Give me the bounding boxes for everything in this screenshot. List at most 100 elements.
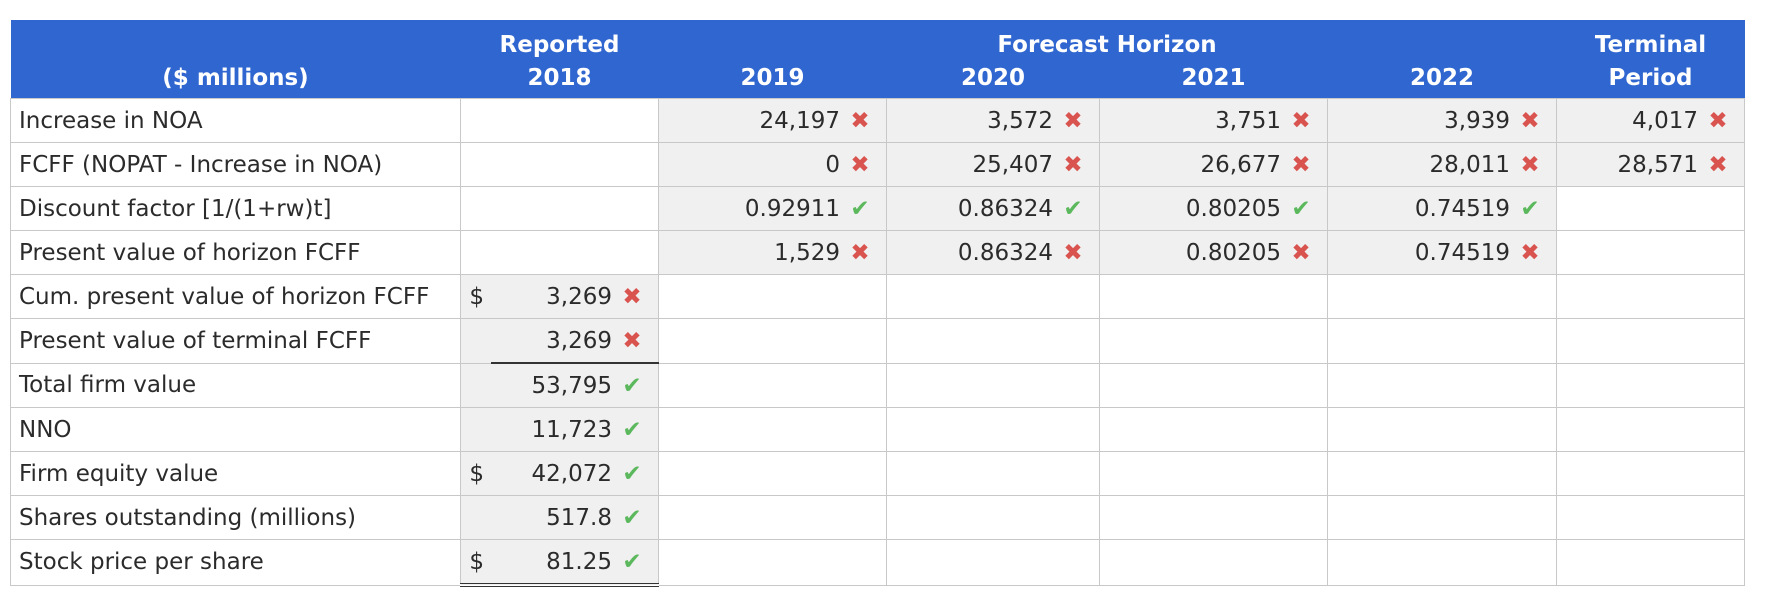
forecast-cell-2022[interactable]: 3,939 ✖ bbox=[1327, 98, 1558, 143]
cross-icon: ✖ bbox=[850, 151, 870, 178]
empty-cell bbox=[658, 451, 888, 496]
reported-cell[interactable]: 11,723 ✔ bbox=[490, 407, 660, 452]
header-blank-2019 bbox=[658, 20, 887, 58]
row-label: Present value of horizon FCFF bbox=[10, 230, 461, 275]
empty-cell bbox=[1556, 318, 1746, 364]
reported-cell[interactable]: 3,269 ✖ bbox=[490, 274, 660, 319]
empty-cell bbox=[1099, 362, 1329, 408]
check-icon: ✔ bbox=[622, 504, 642, 531]
header-year-2020: 2020 bbox=[886, 58, 1100, 99]
cross-icon: ✖ bbox=[1063, 107, 1083, 134]
empty-cell bbox=[658, 274, 888, 319]
empty-cell bbox=[1556, 539, 1746, 586]
empty-cell bbox=[886, 274, 1101, 319]
reported-cell[interactable]: 517.8 ✔ bbox=[490, 495, 660, 540]
header-terminal-bottom: Period bbox=[1556, 58, 1745, 99]
table-row: NNO 11,723 ✔ bbox=[10, 407, 1746, 452]
cell-value: 0.92911 bbox=[744, 195, 841, 222]
check-icon: ✔ bbox=[622, 460, 642, 487]
cell-value: 0.74519 bbox=[1414, 239, 1511, 266]
cross-icon: ✖ bbox=[622, 283, 642, 310]
terminal-cell[interactable] bbox=[1556, 230, 1746, 275]
forecast-cell-2021[interactable]: 0.80205 ✖ bbox=[1099, 230, 1329, 275]
empty-cell bbox=[1327, 539, 1558, 586]
table-row: Cum. present value of horizon FCFF $3,269… bbox=[10, 274, 1746, 319]
terminal-cell[interactable] bbox=[1556, 186, 1746, 231]
reported-cell[interactable]: 81.25 ✔ bbox=[490, 539, 660, 587]
dollar-sign bbox=[460, 318, 491, 364]
cell-value: 0.74519 bbox=[1414, 195, 1511, 222]
reported-cell[interactable] bbox=[490, 98, 660, 143]
forecast-cell-2022[interactable]: 0.74519 ✖ bbox=[1327, 230, 1558, 275]
forecast-cell-2020[interactable]: 0.86324 ✔ bbox=[886, 186, 1101, 231]
cell-value: 25,407 bbox=[972, 151, 1054, 178]
forecast-cell-2021[interactable]: 0.80205 ✔ bbox=[1099, 186, 1329, 231]
cross-icon: ✖ bbox=[1520, 107, 1540, 134]
cell-value: 1,529 bbox=[774, 239, 841, 266]
empty-cell bbox=[1556, 451, 1746, 496]
row-label: Shares outstanding (millions) bbox=[10, 495, 461, 540]
empty-cell bbox=[1099, 495, 1329, 540]
reported-cell[interactable]: 53,795 ✔ bbox=[490, 362, 660, 408]
check-icon: ✔ bbox=[622, 548, 642, 575]
empty-cell bbox=[1327, 451, 1558, 496]
row-label: Firm equity value bbox=[10, 451, 461, 496]
empty-cell bbox=[1327, 407, 1558, 452]
cross-icon: ✖ bbox=[1291, 107, 1311, 134]
empty-cell bbox=[658, 407, 888, 452]
dollar-sign bbox=[460, 98, 491, 143]
reported-cell[interactable] bbox=[490, 186, 660, 231]
empty-cell bbox=[1327, 274, 1558, 319]
reported-cell[interactable]: 3,269 ✖ bbox=[490, 318, 660, 364]
cell-value: 517.8 bbox=[546, 504, 613, 531]
row-label: NNO bbox=[10, 407, 461, 452]
forecast-cell-2020[interactable]: 0.86324 ✖ bbox=[886, 230, 1101, 275]
row-label: Present value of terminal FCFF bbox=[10, 318, 461, 364]
reported-cell[interactable]: 42,072 ✔ bbox=[490, 451, 660, 496]
empty-cell bbox=[658, 539, 888, 586]
cross-icon: ✖ bbox=[1291, 151, 1311, 178]
forecast-cell-2019[interactable]: 1,529 ✖ bbox=[658, 230, 888, 275]
forecast-cell-2019[interactable]: 0 ✖ bbox=[658, 142, 888, 187]
forecast-cell-2021[interactable]: 26,677 ✖ bbox=[1099, 142, 1329, 187]
table-row: Shares outstanding (millions) 517.8 ✔ bbox=[10, 495, 1746, 540]
forecast-cell-2022[interactable]: 28,011 ✖ bbox=[1327, 142, 1558, 187]
cell-value: 53,795 bbox=[531, 372, 613, 399]
cross-icon: ✖ bbox=[850, 107, 870, 134]
table-row: Present value of terminal FCFF 3,269 ✖ bbox=[10, 318, 1746, 364]
empty-cell bbox=[1556, 274, 1746, 319]
header-row-bottom: ($ millions) 2018 2019 2020 2021 2022 Pe… bbox=[10, 58, 1745, 99]
cell-value: 4,017 bbox=[1632, 107, 1699, 134]
empty-cell bbox=[886, 451, 1101, 496]
empty-cell bbox=[658, 362, 888, 408]
empty-cell bbox=[1556, 495, 1746, 540]
forecast-cell-2022[interactable]: 0.74519 ✔ bbox=[1327, 186, 1558, 231]
reported-cell[interactable] bbox=[490, 142, 660, 187]
table-row: Present value of horizon FCFF 1,529 ✖ 0.863… bbox=[10, 230, 1746, 275]
forecast-cell-2020[interactable]: 25,407 ✖ bbox=[886, 142, 1101, 187]
empty-cell bbox=[658, 318, 888, 364]
forecast-cell-2019[interactable]: 0.92911 ✔ bbox=[658, 186, 888, 231]
cell-value: 28,571 bbox=[1617, 151, 1699, 178]
forecast-cell-2019[interactable]: 24,197 ✖ bbox=[658, 98, 888, 143]
empty-cell bbox=[658, 495, 888, 540]
dollar-sign: $ bbox=[460, 274, 491, 319]
reported-cell[interactable] bbox=[490, 230, 660, 275]
cell-value: 42,072 bbox=[531, 460, 613, 487]
empty-cell bbox=[886, 407, 1101, 452]
empty-cell bbox=[1099, 274, 1329, 319]
dollar-sign bbox=[460, 186, 491, 231]
check-icon: ✔ bbox=[1291, 195, 1311, 222]
cross-icon: ✖ bbox=[1708, 107, 1728, 134]
table-row: Stock price per share $81.25 ✔ bbox=[10, 539, 1746, 587]
check-icon: ✔ bbox=[850, 195, 870, 222]
cell-value: 3,269 bbox=[546, 283, 613, 310]
forecast-cell-2020[interactable]: 3,572 ✖ bbox=[886, 98, 1101, 143]
terminal-cell[interactable]: 28,571 ✖ bbox=[1556, 142, 1746, 187]
forecast-cell-2021[interactable]: 3,751 ✖ bbox=[1099, 98, 1329, 143]
terminal-cell[interactable]: 4,017 ✖ bbox=[1556, 98, 1746, 143]
cell-value: 24,197 bbox=[759, 107, 841, 134]
cell-value: 28,011 bbox=[1429, 151, 1511, 178]
dollar-sign bbox=[460, 230, 491, 275]
row-label: Total firm value bbox=[10, 362, 461, 408]
